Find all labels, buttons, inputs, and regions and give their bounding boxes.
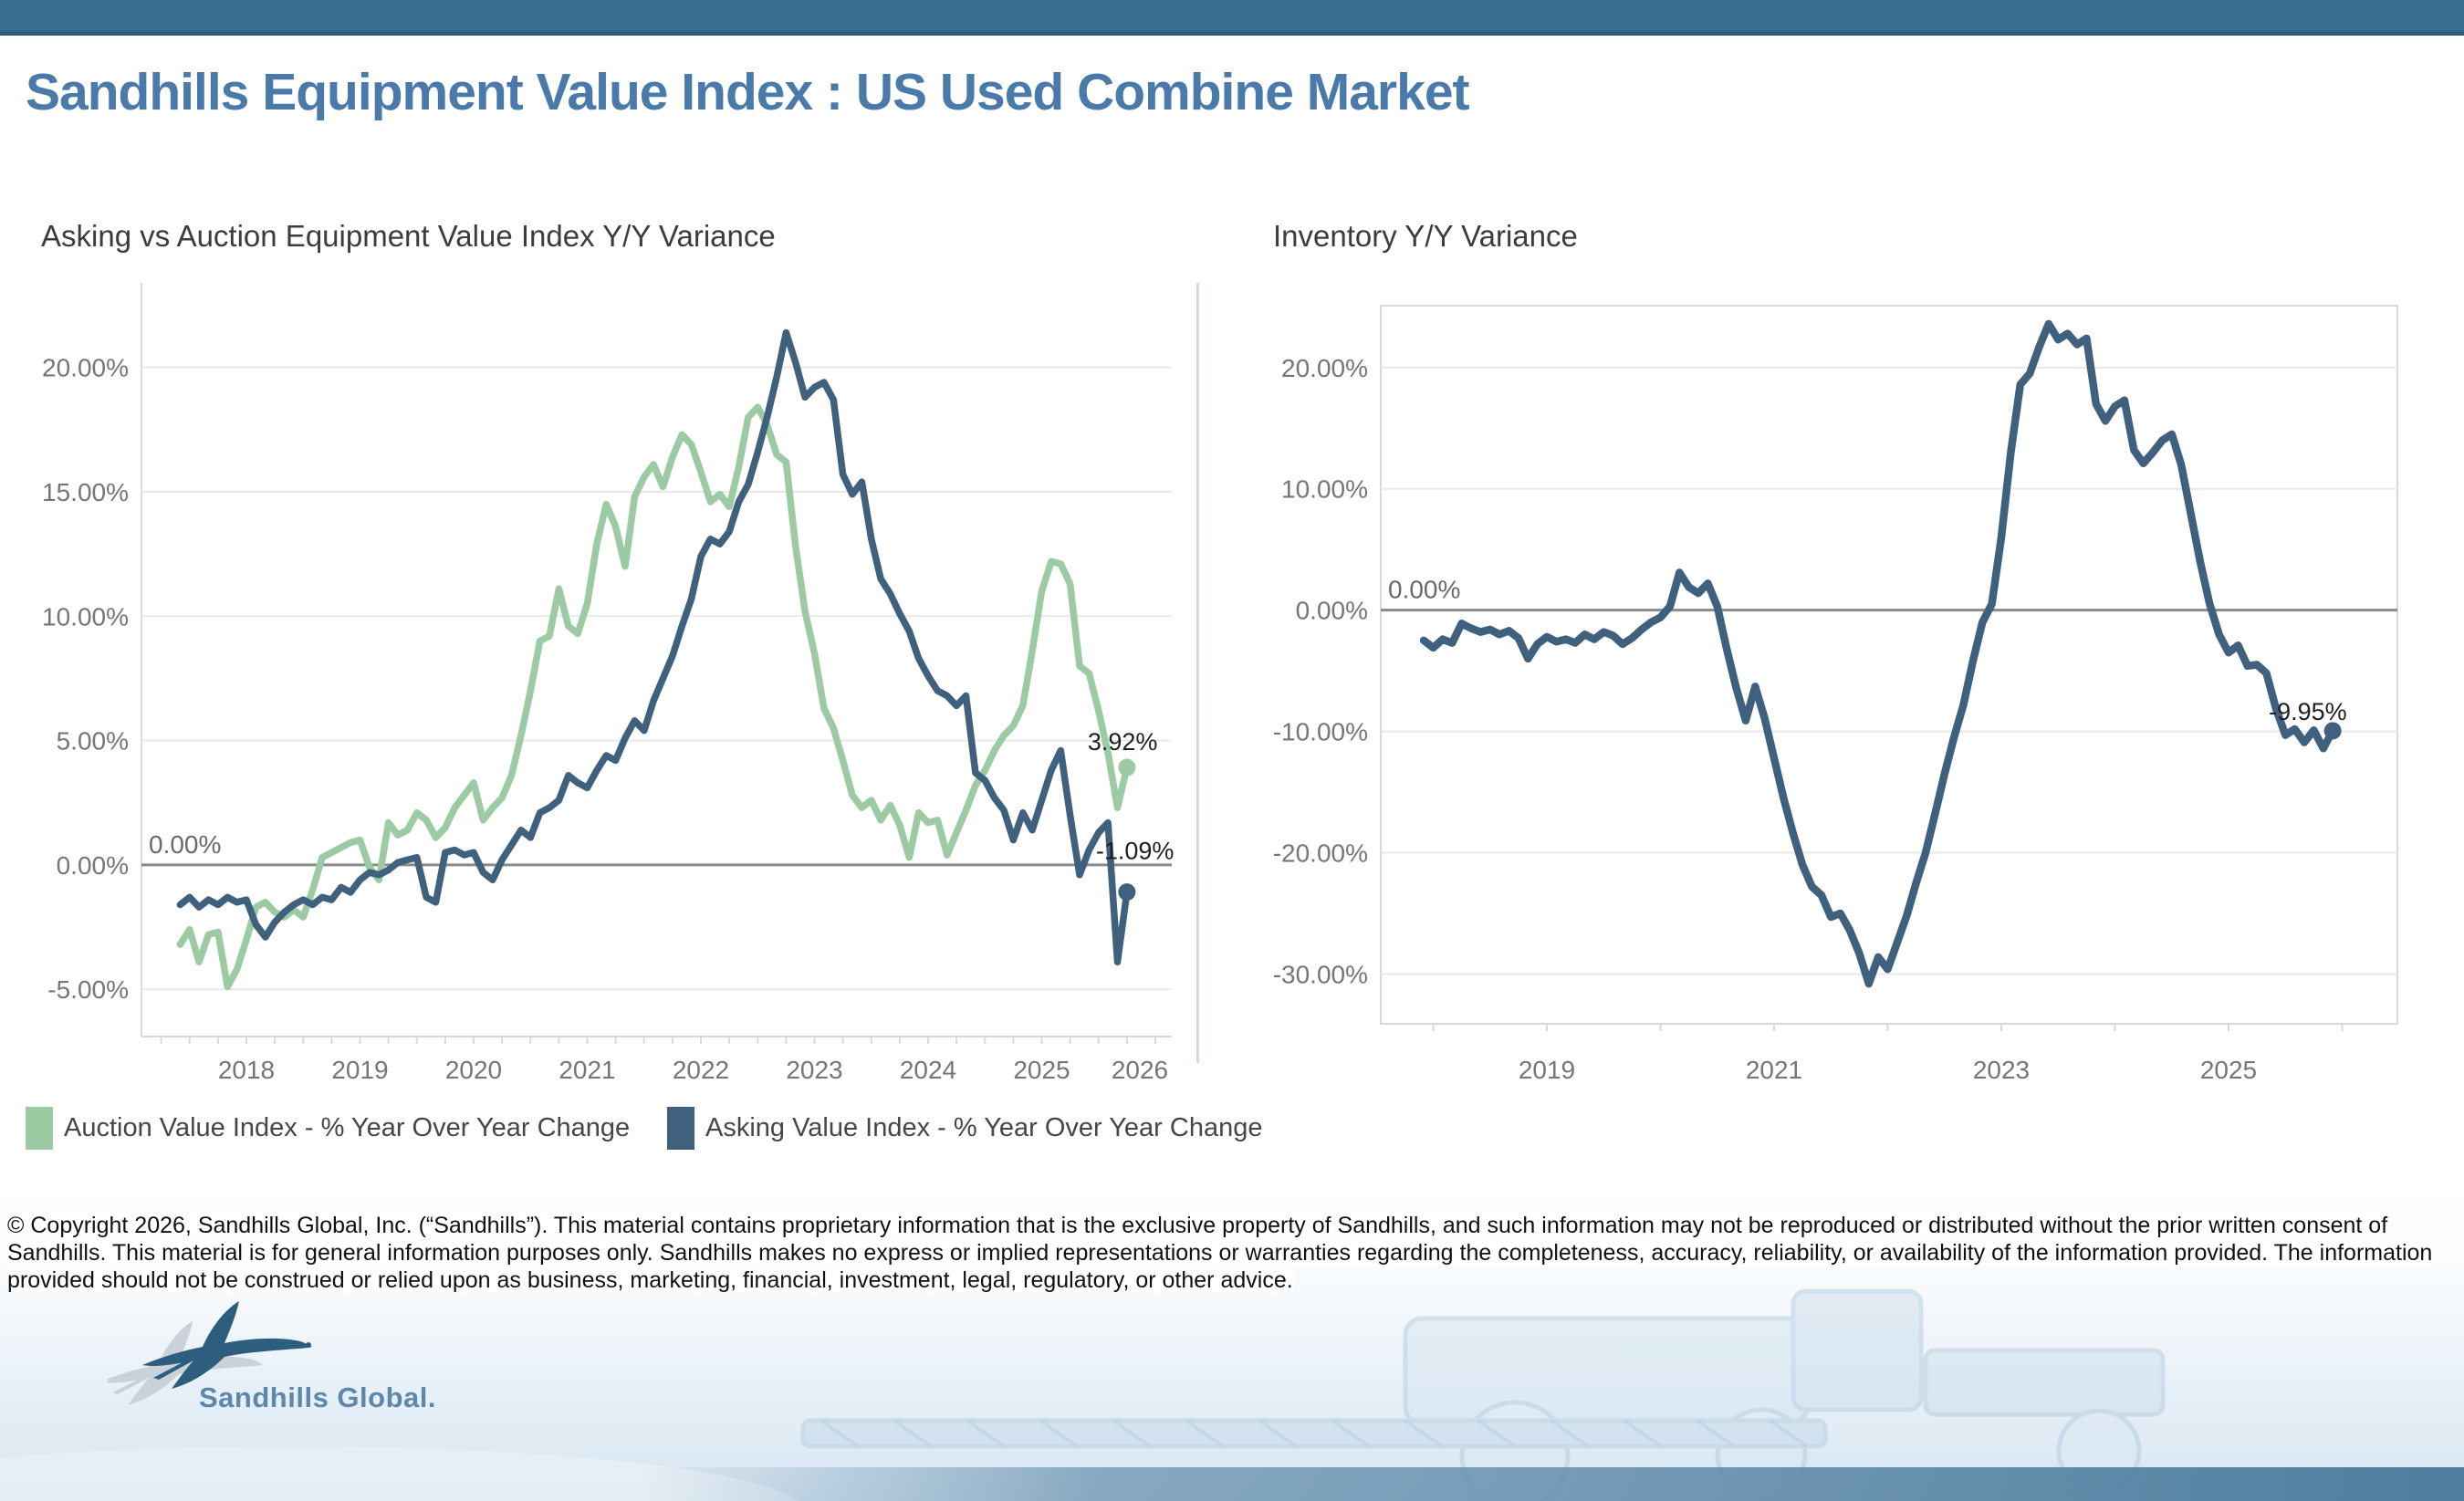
sandhills-logo: Sandhills Global. <box>99 1288 491 1444</box>
x-tick-label: 2022 <box>673 1056 729 1084</box>
zero-line-annotation: 0.00% <box>149 830 221 859</box>
plot-border <box>1380 305 2398 1025</box>
legend-item-asking: Asking Value Index - % Year Over Year Ch… <box>667 1106 1262 1150</box>
logo-text: Sandhills Global. <box>199 1381 436 1413</box>
top-bar <box>0 0 2464 36</box>
zero-line-annotation: 0.00% <box>1388 576 1460 604</box>
y-tick-label: 10.00% <box>1281 475 1368 504</box>
y-tick-label: 0.00% <box>1296 597 1368 625</box>
x-tick-label: 2023 <box>786 1056 842 1084</box>
x-tick-label: 2019 <box>331 1056 388 1084</box>
x-tick-label: 2019 <box>1519 1056 1575 1084</box>
y-tick-label: -30.00% <box>1273 960 1368 988</box>
x-tick-label: 2018 <box>218 1056 275 1084</box>
legend: Auction Value Index - % Year Over Year C… <box>0 1106 2464 1150</box>
y-tick-label: 15.00% <box>42 478 129 506</box>
asking-series-swatch <box>667 1106 694 1150</box>
left-chart-title: Asking vs Auction Equipment Value Index … <box>41 219 776 253</box>
y-tick-label: 5.00% <box>57 727 129 756</box>
series-end-dot <box>1118 883 1136 902</box>
chart-divider <box>1196 283 1199 1063</box>
y-tick-label: 0.00% <box>57 851 129 880</box>
y-tick-label: 20.00% <box>1281 354 1368 382</box>
bottom-water-band <box>639 1467 2464 1501</box>
series-end-label: -9.95% <box>2269 698 2347 725</box>
legend-label-auction: Auction Value Index - % Year Over Year C… <box>64 1112 631 1142</box>
x-tick-label: 2020 <box>445 1056 502 1084</box>
x-tick-label: 2026 <box>1112 1056 1168 1084</box>
y-tick-label: -10.00% <box>1273 718 1368 746</box>
copyright-text: © Copyright 2026, Sandhills Global, Inc.… <box>7 1213 2433 1293</box>
x-tick-label: 2025 <box>1013 1056 1070 1084</box>
header-reel-slats <box>820 1419 1809 1448</box>
legend-label-asking: Asking Value Index - % Year Over Year Ch… <box>705 1112 1263 1142</box>
x-tick-label: 2021 <box>1746 1056 1802 1084</box>
x-tick-label: 2025 <box>2200 1056 2257 1084</box>
legend-item-auction: Auction Value Index - % Year Over Year C… <box>26 1106 630 1150</box>
series-end-label: 3.92% <box>1088 728 1158 756</box>
auction-series-swatch <box>26 1106 53 1150</box>
y-tick-label: -5.00% <box>47 975 129 1004</box>
right-chart-title: Inventory Y/Y Variance <box>1273 219 1578 253</box>
series-end-label: -1.09% <box>1096 838 1175 865</box>
inventory-series-line <box>1419 319 2337 988</box>
x-tick-label: 2024 <box>900 1056 956 1084</box>
crane-icon <box>99 1301 312 1405</box>
x-tick-label: 2023 <box>1973 1056 2030 1084</box>
asking-series-line <box>176 328 1131 965</box>
y-tick-label: 10.00% <box>42 602 129 631</box>
x-tick-label: 2021 <box>559 1056 615 1084</box>
y-tick-label: -20.00% <box>1273 839 1368 868</box>
page-title: Sandhills Equipment Value Index : US Use… <box>26 63 1469 121</box>
auction-series-line <box>176 403 1131 991</box>
series-end-dot <box>1118 758 1136 777</box>
series-end-dot <box>2323 722 2342 740</box>
y-tick-label: 20.00% <box>42 354 129 382</box>
